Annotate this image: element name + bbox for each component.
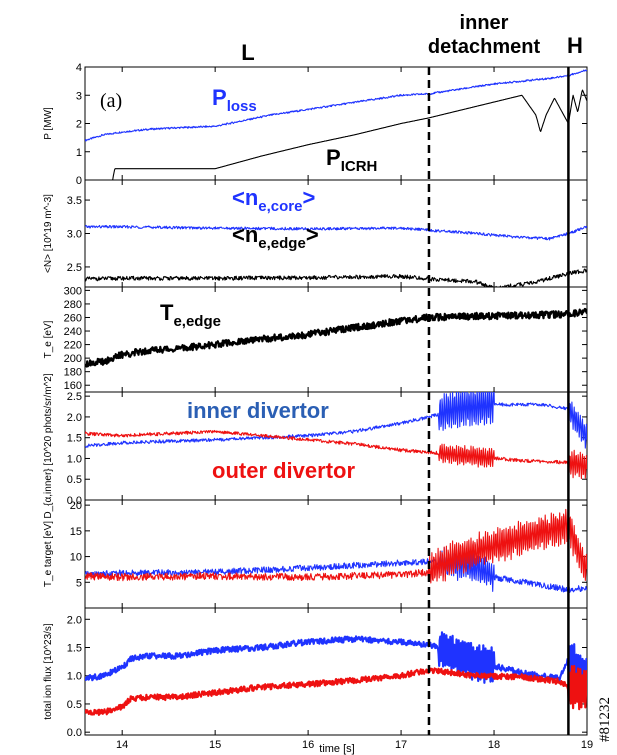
- annotation-label: outer divertor: [212, 458, 355, 483]
- y-tick-label: 4: [76, 62, 82, 74]
- annotation-base: <n: [232, 222, 258, 247]
- x-tick-label: 16: [302, 739, 314, 751]
- y-tick-label: 0.0: [67, 495, 82, 507]
- y-tick-label: 2.5: [67, 391, 82, 403]
- y-axis-label: <N> [10^19 m^-3]: [43, 194, 54, 273]
- y-tick-label: 15: [70, 526, 82, 538]
- x-tick-label: 14: [116, 739, 128, 751]
- x-tick-label: 18: [488, 739, 500, 751]
- y-tick-label: 1: [76, 147, 82, 159]
- series-line: [85, 69, 587, 142]
- panel-ion-flux: 0.0 0.5 1.0 1.5 2.0 14 15 16 17 18 19 total ion flu…: [43, 607, 593, 751]
- x-tick-label: 17: [395, 739, 407, 751]
- y-tick-label: 240: [64, 326, 82, 338]
- series-line: [85, 664, 587, 716]
- y-tick-label: 160: [64, 380, 82, 392]
- y-axis-label: total ion flux [10^23/s]: [43, 623, 54, 720]
- series-line: [85, 631, 587, 697]
- annotation-label: inner divertor: [187, 398, 329, 423]
- annotation-label: <ne,core>: [232, 185, 315, 215]
- series-line: [85, 224, 587, 241]
- y-tick-label: 0.5: [67, 474, 82, 486]
- annotation-label: <ne,edge>: [232, 222, 319, 252]
- y-tick-label: 2: [76, 119, 82, 131]
- y-tick-label: 300: [64, 285, 82, 297]
- series-line: [85, 268, 587, 287]
- annotation-label: Te,edge: [160, 300, 221, 330]
- panel-density: 2.53.03.5<N> [10^19 m^-3] <ne,core><ne,ed…: [43, 179, 588, 288]
- y-tick-label: 180: [64, 367, 82, 379]
- x-tick-label: 19: [581, 739, 593, 751]
- y-tick-label: 1.5: [67, 643, 82, 655]
- annotation-label: PICRH: [326, 145, 377, 175]
- x-tick-label: 15: [209, 739, 221, 751]
- y-tick-label: 3.0: [67, 229, 82, 241]
- series-line: [85, 307, 587, 368]
- y-axis-label: P [MW]: [43, 107, 54, 140]
- panel-frame: [84, 179, 588, 288]
- annotation-base: T: [160, 300, 174, 325]
- y-tick-label: 1.0: [67, 453, 82, 465]
- series-line: [85, 392, 587, 449]
- y-tick-label: 200: [64, 353, 82, 365]
- y-tick-label: 260: [64, 312, 82, 324]
- annotation-base: P: [326, 145, 341, 170]
- x-axis-label: time [s]: [319, 743, 354, 755]
- series-group: [85, 307, 587, 368]
- series-group: [85, 392, 587, 480]
- series-group: [85, 224, 587, 287]
- annotation-label: Ploss: [212, 85, 257, 115]
- phase-label-detachment-line2: detachment: [428, 36, 541, 58]
- annotation-subscript: e,edge: [173, 313, 221, 330]
- series-line: [112, 89, 587, 180]
- series-group: [85, 508, 587, 593]
- y-tick-label: 0: [76, 175, 82, 187]
- y-tick-label: 2.5: [67, 262, 82, 274]
- y-tick-label: 0.0: [67, 727, 82, 739]
- panel-tag: (a): [100, 90, 122, 112]
- annotation-base: <n: [232, 185, 258, 210]
- y-tick-label: 2.0: [67, 614, 82, 626]
- y-tick-label: 3: [76, 90, 82, 102]
- series-line: [85, 508, 587, 584]
- annotation-subscript: loss: [227, 98, 257, 115]
- phase-label-l: L: [241, 40, 254, 65]
- annotation-subscript: ICRH: [341, 158, 378, 175]
- y-tick-label: 220: [64, 340, 82, 352]
- series-line: [85, 547, 587, 593]
- annotation-subscript: e,edge: [258, 235, 306, 252]
- y-tick-label: 3.5: [67, 195, 82, 207]
- y-tick-label: 0.5: [67, 699, 82, 711]
- y-tick-label: 20: [70, 500, 82, 512]
- series-group: [85, 631, 587, 716]
- y-tick-label: 10: [70, 552, 82, 564]
- shot-number: #81232: [597, 697, 613, 742]
- panel-frame: [84, 391, 588, 501]
- panel-d-alpha: 0.0 0.5 1.0 1.5 2.0 2.5 D_{α,inner} [10^20 pho…: [43, 373, 588, 519]
- y-tick-label: 2.0: [67, 412, 82, 424]
- annotation-subscript: e,core: [258, 198, 302, 215]
- y-tick-label: 5: [76, 577, 82, 589]
- y-tick-label: 1.0: [67, 671, 82, 683]
- y-tick-label: 280: [64, 299, 82, 311]
- phase-label-detachment-line1: inner: [460, 12, 509, 34]
- annotation-close: >: [303, 185, 316, 210]
- y-tick-label: 1.5: [67, 433, 82, 445]
- series-group: [85, 69, 587, 180]
- annotation-close: >: [306, 222, 319, 247]
- series-line: [85, 429, 587, 480]
- y-axis-label: T_e target [eV]: [43, 521, 54, 587]
- phase-label-h: H: [567, 33, 583, 58]
- panel-frame: [84, 607, 588, 736]
- annotation-base: P: [212, 85, 227, 110]
- panel-target-temperature: 5 10 15 20 T_e target [eV]: [43, 499, 588, 609]
- y-axis-label: T_e [eV]: [43, 320, 54, 358]
- y-axis-label: D_{α,inner} [10^20 phots/sr/m^2]: [43, 373, 54, 518]
